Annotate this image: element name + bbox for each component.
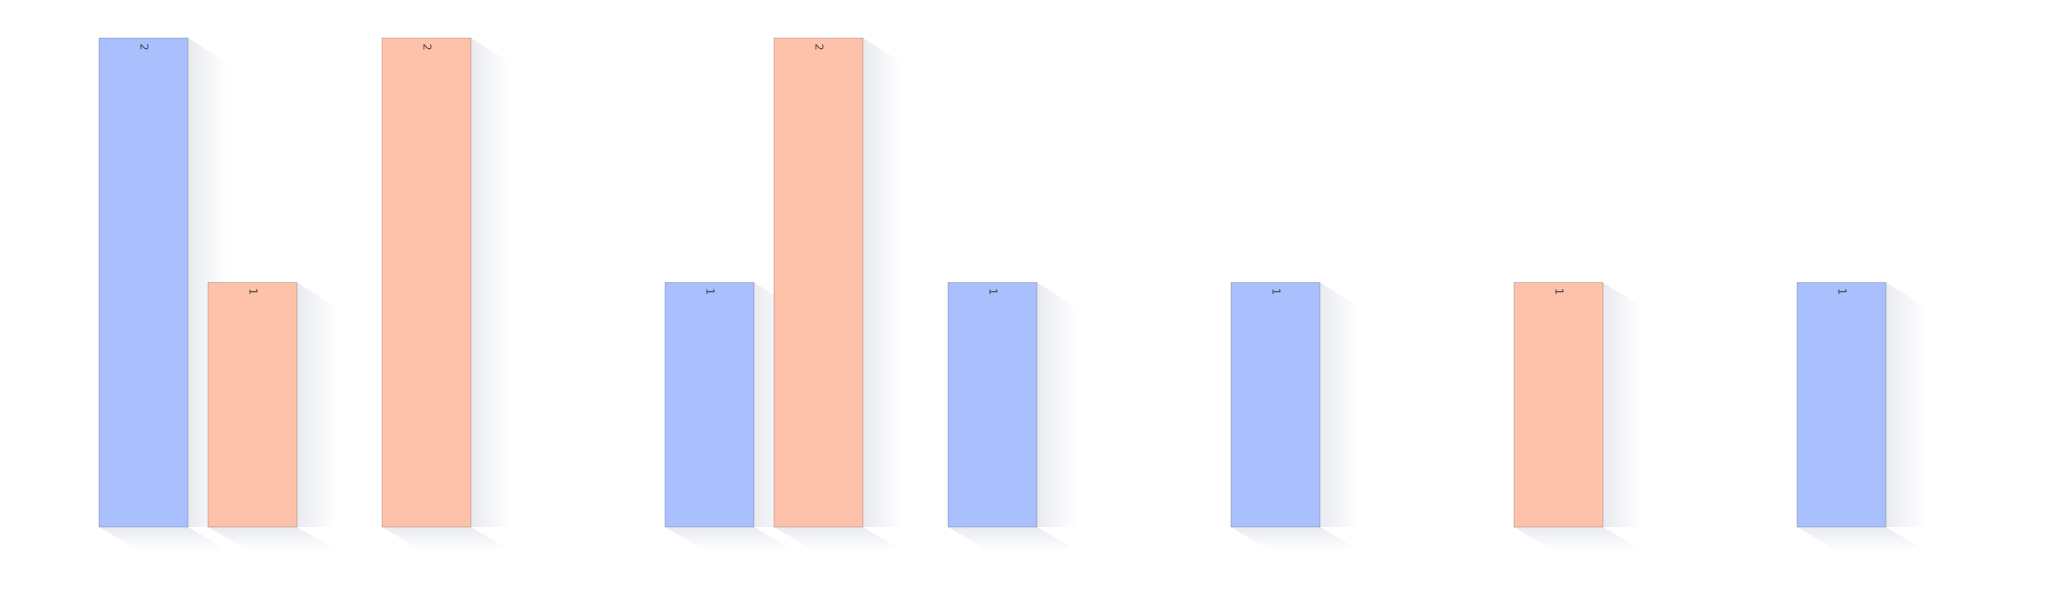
bar <box>381 37 472 528</box>
bar-floor-shadow <box>1514 527 1643 551</box>
bar <box>207 282 298 528</box>
bar-floor-shadow <box>774 527 903 551</box>
bar-value-label: 1 <box>247 288 260 295</box>
bar-value-label: 1 <box>704 288 717 295</box>
bar-floor-shadow <box>665 527 794 551</box>
bar-floor-shadow <box>208 527 337 551</box>
bar-shadow <box>1886 282 1926 527</box>
bar-floor-shadow <box>382 527 511 551</box>
data-labels: 2121211111 <box>138 44 1849 296</box>
bar-shadow <box>471 38 511 527</box>
bar-value-label: 1 <box>1553 288 1566 295</box>
bar-shadow <box>297 282 337 527</box>
bar-value-label: 2 <box>138 44 151 51</box>
bar <box>1513 282 1604 528</box>
bar-floor-shadow <box>1231 527 1360 551</box>
bar <box>1796 282 1887 528</box>
bar <box>664 282 755 528</box>
bar-shadow <box>1320 282 1360 527</box>
bar-value-label: 1 <box>1270 288 1283 295</box>
bar-shadow <box>863 38 903 527</box>
bar <box>947 282 1038 528</box>
bar-value-label: 1 <box>1836 288 1849 295</box>
bar-value-label: 2 <box>813 44 826 51</box>
bar-value-label: 1 <box>987 288 1000 295</box>
bar-shadow <box>1037 282 1077 527</box>
bar-floor-shadow <box>99 527 228 551</box>
bar <box>1230 282 1321 528</box>
bars <box>98 37 1887 528</box>
bar <box>773 37 864 528</box>
bar-shadow <box>1603 282 1643 527</box>
bar-value-label: 2 <box>421 44 434 51</box>
bar-floor-shadow <box>1797 527 1926 551</box>
bar-floor-shadow <box>948 527 1077 551</box>
bar <box>98 37 189 528</box>
